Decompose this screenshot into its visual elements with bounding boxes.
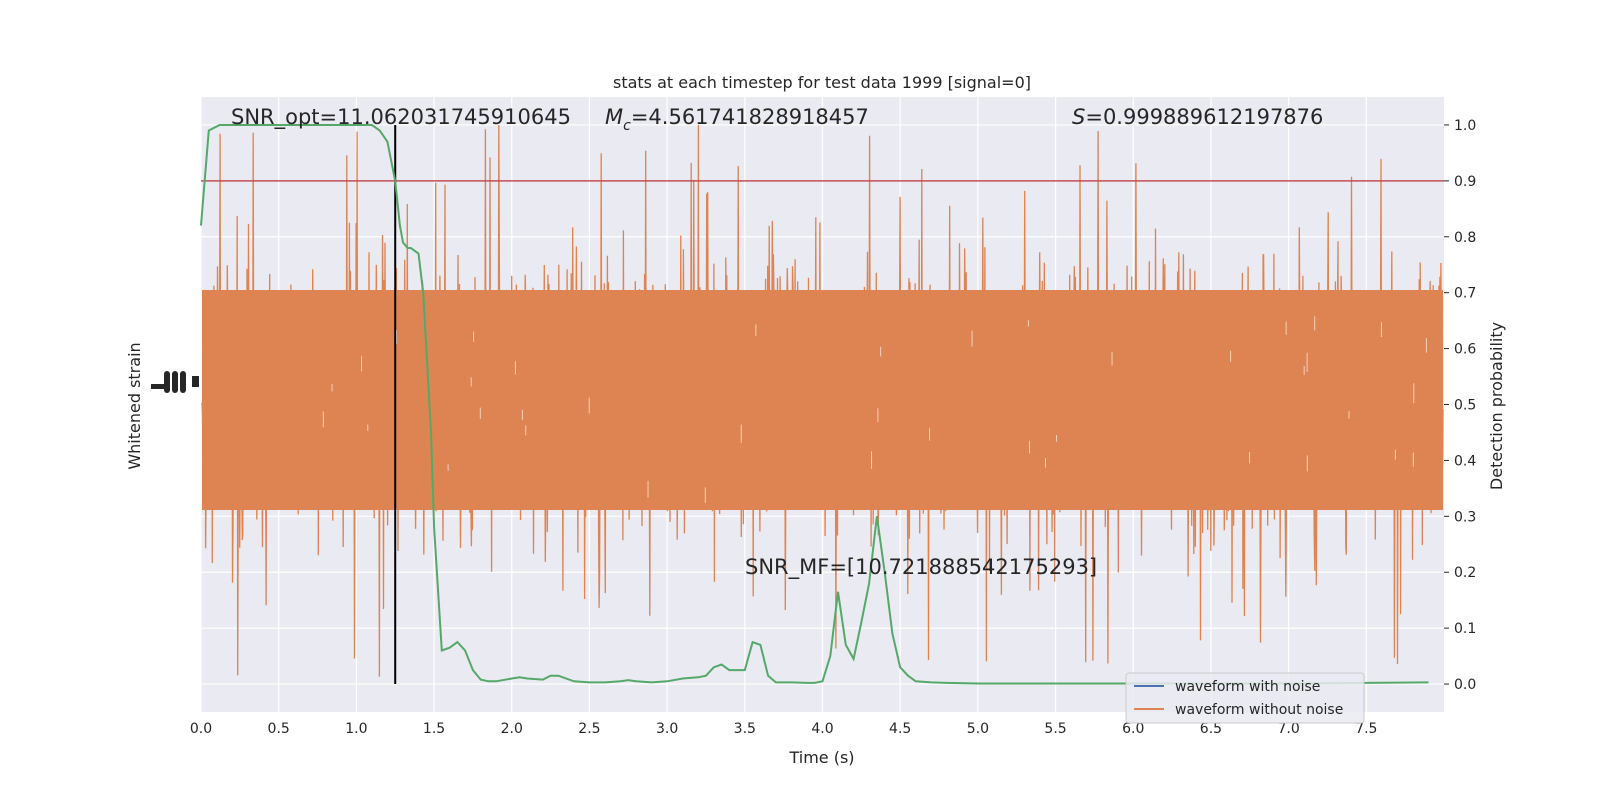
right-y-axis-label: Detection probability (1487, 322, 1506, 490)
x-tick-label: 2.0 (501, 721, 523, 737)
x-tick-label: 5.5 (1044, 721, 1066, 737)
x-tick-label: 4.0 (811, 721, 833, 737)
x-tick-label: 6.5 (1200, 721, 1222, 737)
x-tick-label: 0.0 (190, 721, 212, 737)
y-tick-label: 0.2 (1454, 565, 1476, 581)
x-tick-label: 7.5 (1355, 721, 1377, 737)
left-tick-mark (151, 384, 165, 389)
chirp-mass-annotation: Mc=4.561741828918457 (605, 105, 869, 134)
x-tick-label: 5.0 (967, 721, 989, 737)
y-tick-label: 0.5 (1454, 398, 1476, 414)
chirp-mass-symbol: M (605, 105, 623, 129)
left-tick-mark (192, 376, 199, 387)
y-tick-label: 0.0 (1454, 677, 1476, 693)
right-y-axis-ticks: 0.0 0.1 0.2 0.3 0.4 0.5 0.6 0.7 0.8 0.9 1.0 (1444, 118, 1476, 693)
chirp-mass-value: =4.561741828918457 (631, 105, 869, 129)
y-tick-label: 0.1 (1454, 621, 1476, 637)
y-tick-label: 0.8 (1454, 230, 1476, 246)
snr-opt-annotation: SNR_opt=11.062031745910645 (231, 105, 571, 130)
s-symbol: S (1072, 105, 1085, 129)
y-tick-label: 0.7 (1454, 286, 1476, 302)
chart-title: stats at each timestep for test data 199… (613, 73, 1031, 92)
y-tick-label: 1.0 (1454, 118, 1476, 134)
x-tick-label: 0.5 (268, 721, 290, 737)
left-tick-mark (164, 371, 170, 393)
x-axis-label: Time (s) (788, 748, 854, 767)
x-tick-label: 3.5 (734, 721, 756, 737)
legend-label-waveform-without-noise: waveform without noise (1175, 702, 1343, 718)
left-y-axis-label: Whitened strain (125, 342, 144, 469)
x-tick-label: 1.0 (345, 721, 367, 737)
s-value: =0.999889612197876 (1085, 105, 1323, 129)
x-tick-label: 4.5 (889, 721, 911, 737)
x-tick-label: 1.5 (423, 721, 445, 737)
y-tick-label: 0.6 (1454, 342, 1476, 358)
y-tick-label: 0.4 (1454, 453, 1476, 469)
waveform-without-noise-series (201, 124, 1444, 677)
strain-trace (201, 124, 1444, 677)
chirp-mass-subscript: c (623, 118, 631, 134)
y-tick-label: 0.9 (1454, 174, 1476, 190)
legend-label-waveform-with-noise: waveform with noise (1175, 679, 1320, 695)
s-annotation: S=0.999889612197876 (1072, 105, 1323, 129)
legend-box (1125, 672, 1365, 724)
snr-mf-annotation: SNR_MF=[10.721888542175293] (745, 555, 1097, 580)
x-tick-label: 3.0 (656, 721, 678, 737)
x-tick-label: 6.0 (1122, 721, 1144, 737)
x-tick-label: 7.0 (1277, 721, 1299, 737)
x-axis-ticks: 0.0 0.5 1.0 1.5 2.0 2.5 3.0 3.5 4.0 4.5 5.0 5.5 6.0 6… (190, 721, 1378, 737)
detection-probability-line (200, 124, 1429, 685)
left-axis-tick-marks (151, 371, 199, 393)
left-tick-mark (180, 371, 186, 393)
legend: waveform with noise waveform without noi… (1125, 672, 1365, 724)
y-tick-label: 0.3 (1454, 509, 1476, 525)
left-tick-mark (172, 371, 178, 393)
x-tick-label: 2.5 (578, 721, 600, 737)
